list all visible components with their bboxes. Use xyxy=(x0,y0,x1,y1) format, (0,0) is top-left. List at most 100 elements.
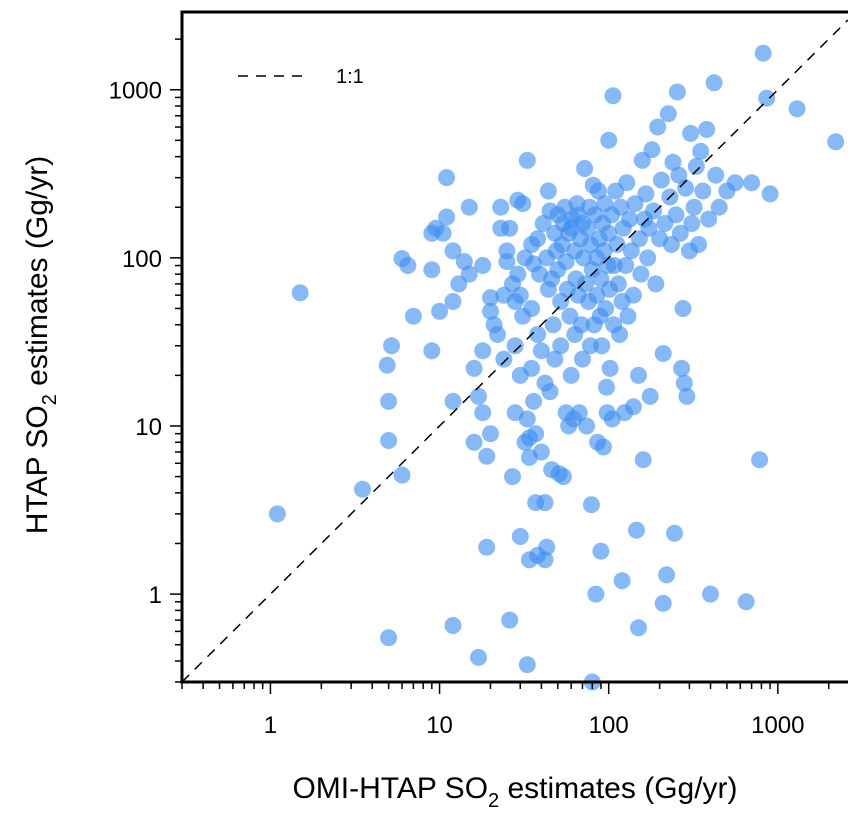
data-point xyxy=(667,206,685,224)
data-point xyxy=(523,359,541,377)
data-point xyxy=(593,337,611,355)
data-point xyxy=(506,337,524,355)
data-point xyxy=(444,293,462,310)
data-point xyxy=(438,169,456,187)
data-point xyxy=(423,342,441,360)
data-point xyxy=(538,538,556,556)
data-point xyxy=(465,359,483,377)
data-point xyxy=(444,242,462,260)
data-point xyxy=(754,44,772,62)
plot-frame xyxy=(180,10,848,684)
data-point xyxy=(570,404,588,422)
data-point xyxy=(572,316,590,334)
data-point xyxy=(622,242,640,260)
data-point xyxy=(474,257,492,274)
data-point xyxy=(700,210,718,228)
data-point xyxy=(632,265,650,283)
data-point xyxy=(514,195,532,213)
data-point xyxy=(582,496,600,514)
data-point xyxy=(647,275,665,293)
data-point xyxy=(707,166,725,184)
data-point xyxy=(682,124,700,142)
data-point xyxy=(628,521,645,539)
data-point xyxy=(489,326,506,343)
data-point xyxy=(578,417,596,435)
data-point xyxy=(504,468,521,486)
data-point xyxy=(639,249,657,267)
data-point xyxy=(687,157,705,175)
data-point xyxy=(698,121,716,138)
data-point xyxy=(619,307,637,325)
data-point xyxy=(685,198,703,216)
data-point xyxy=(383,337,400,355)
axis-ticks xyxy=(170,38,830,694)
data-point xyxy=(501,611,519,629)
data-point xyxy=(562,366,580,384)
data-point xyxy=(434,224,452,242)
data-point xyxy=(640,219,658,237)
data-point xyxy=(590,182,607,200)
data-point xyxy=(354,480,371,498)
data-point xyxy=(678,387,696,405)
data-point xyxy=(378,356,396,374)
data-point xyxy=(544,316,562,334)
data-point xyxy=(630,619,647,637)
data-point xyxy=(761,185,779,203)
data-point xyxy=(291,284,309,302)
y-tick-label: 10 xyxy=(135,414,162,441)
data-point xyxy=(482,302,499,320)
data-point xyxy=(595,242,613,260)
data-point xyxy=(574,350,591,368)
data-point xyxy=(649,118,667,136)
y-tick-label: 1000 xyxy=(109,78,162,105)
data-point xyxy=(588,286,606,304)
data-point xyxy=(511,286,529,304)
data-point xyxy=(674,300,692,317)
data-point xyxy=(509,265,527,283)
data-point xyxy=(525,392,543,410)
data-point xyxy=(634,451,652,469)
data-point xyxy=(501,219,519,237)
data-point xyxy=(404,307,422,325)
x-tick-label: 1000 xyxy=(751,712,804,739)
data-point xyxy=(380,629,398,647)
data-point xyxy=(612,198,630,216)
data-point xyxy=(630,366,647,384)
data-point xyxy=(554,468,572,486)
reference-line-1-1 xyxy=(181,19,848,683)
data-point xyxy=(618,174,636,192)
y-axis-title: HTAP SO2 estimates (Gg/yr) xyxy=(21,156,61,534)
data-point xyxy=(597,300,615,317)
data-point xyxy=(495,350,513,368)
data-point xyxy=(460,265,478,283)
data-point xyxy=(601,359,619,377)
data-point xyxy=(536,551,554,569)
data-point xyxy=(613,572,631,590)
data-point xyxy=(702,585,719,603)
data-point xyxy=(683,215,701,232)
data-point xyxy=(576,160,594,177)
data-point xyxy=(399,257,417,274)
data-point xyxy=(498,253,516,271)
data-point xyxy=(431,302,449,320)
y-tick-label: 100 xyxy=(122,246,162,273)
data-point xyxy=(470,387,487,405)
data-point xyxy=(666,524,683,542)
data-point xyxy=(677,179,695,197)
data-point xyxy=(532,342,550,360)
x-tick-label: 10 xyxy=(426,712,453,739)
data-point xyxy=(529,326,547,343)
data-point xyxy=(478,447,496,465)
data-point xyxy=(710,198,728,216)
data-point xyxy=(705,74,723,92)
data-point xyxy=(658,566,676,584)
data-point xyxy=(611,326,629,343)
data-point xyxy=(518,656,536,674)
data-point xyxy=(626,195,644,213)
data-point xyxy=(608,236,626,253)
data-point xyxy=(641,387,659,405)
data-point xyxy=(460,198,478,216)
data-point xyxy=(518,151,536,169)
data-point xyxy=(438,208,456,226)
legend: 1:1 xyxy=(238,66,364,88)
